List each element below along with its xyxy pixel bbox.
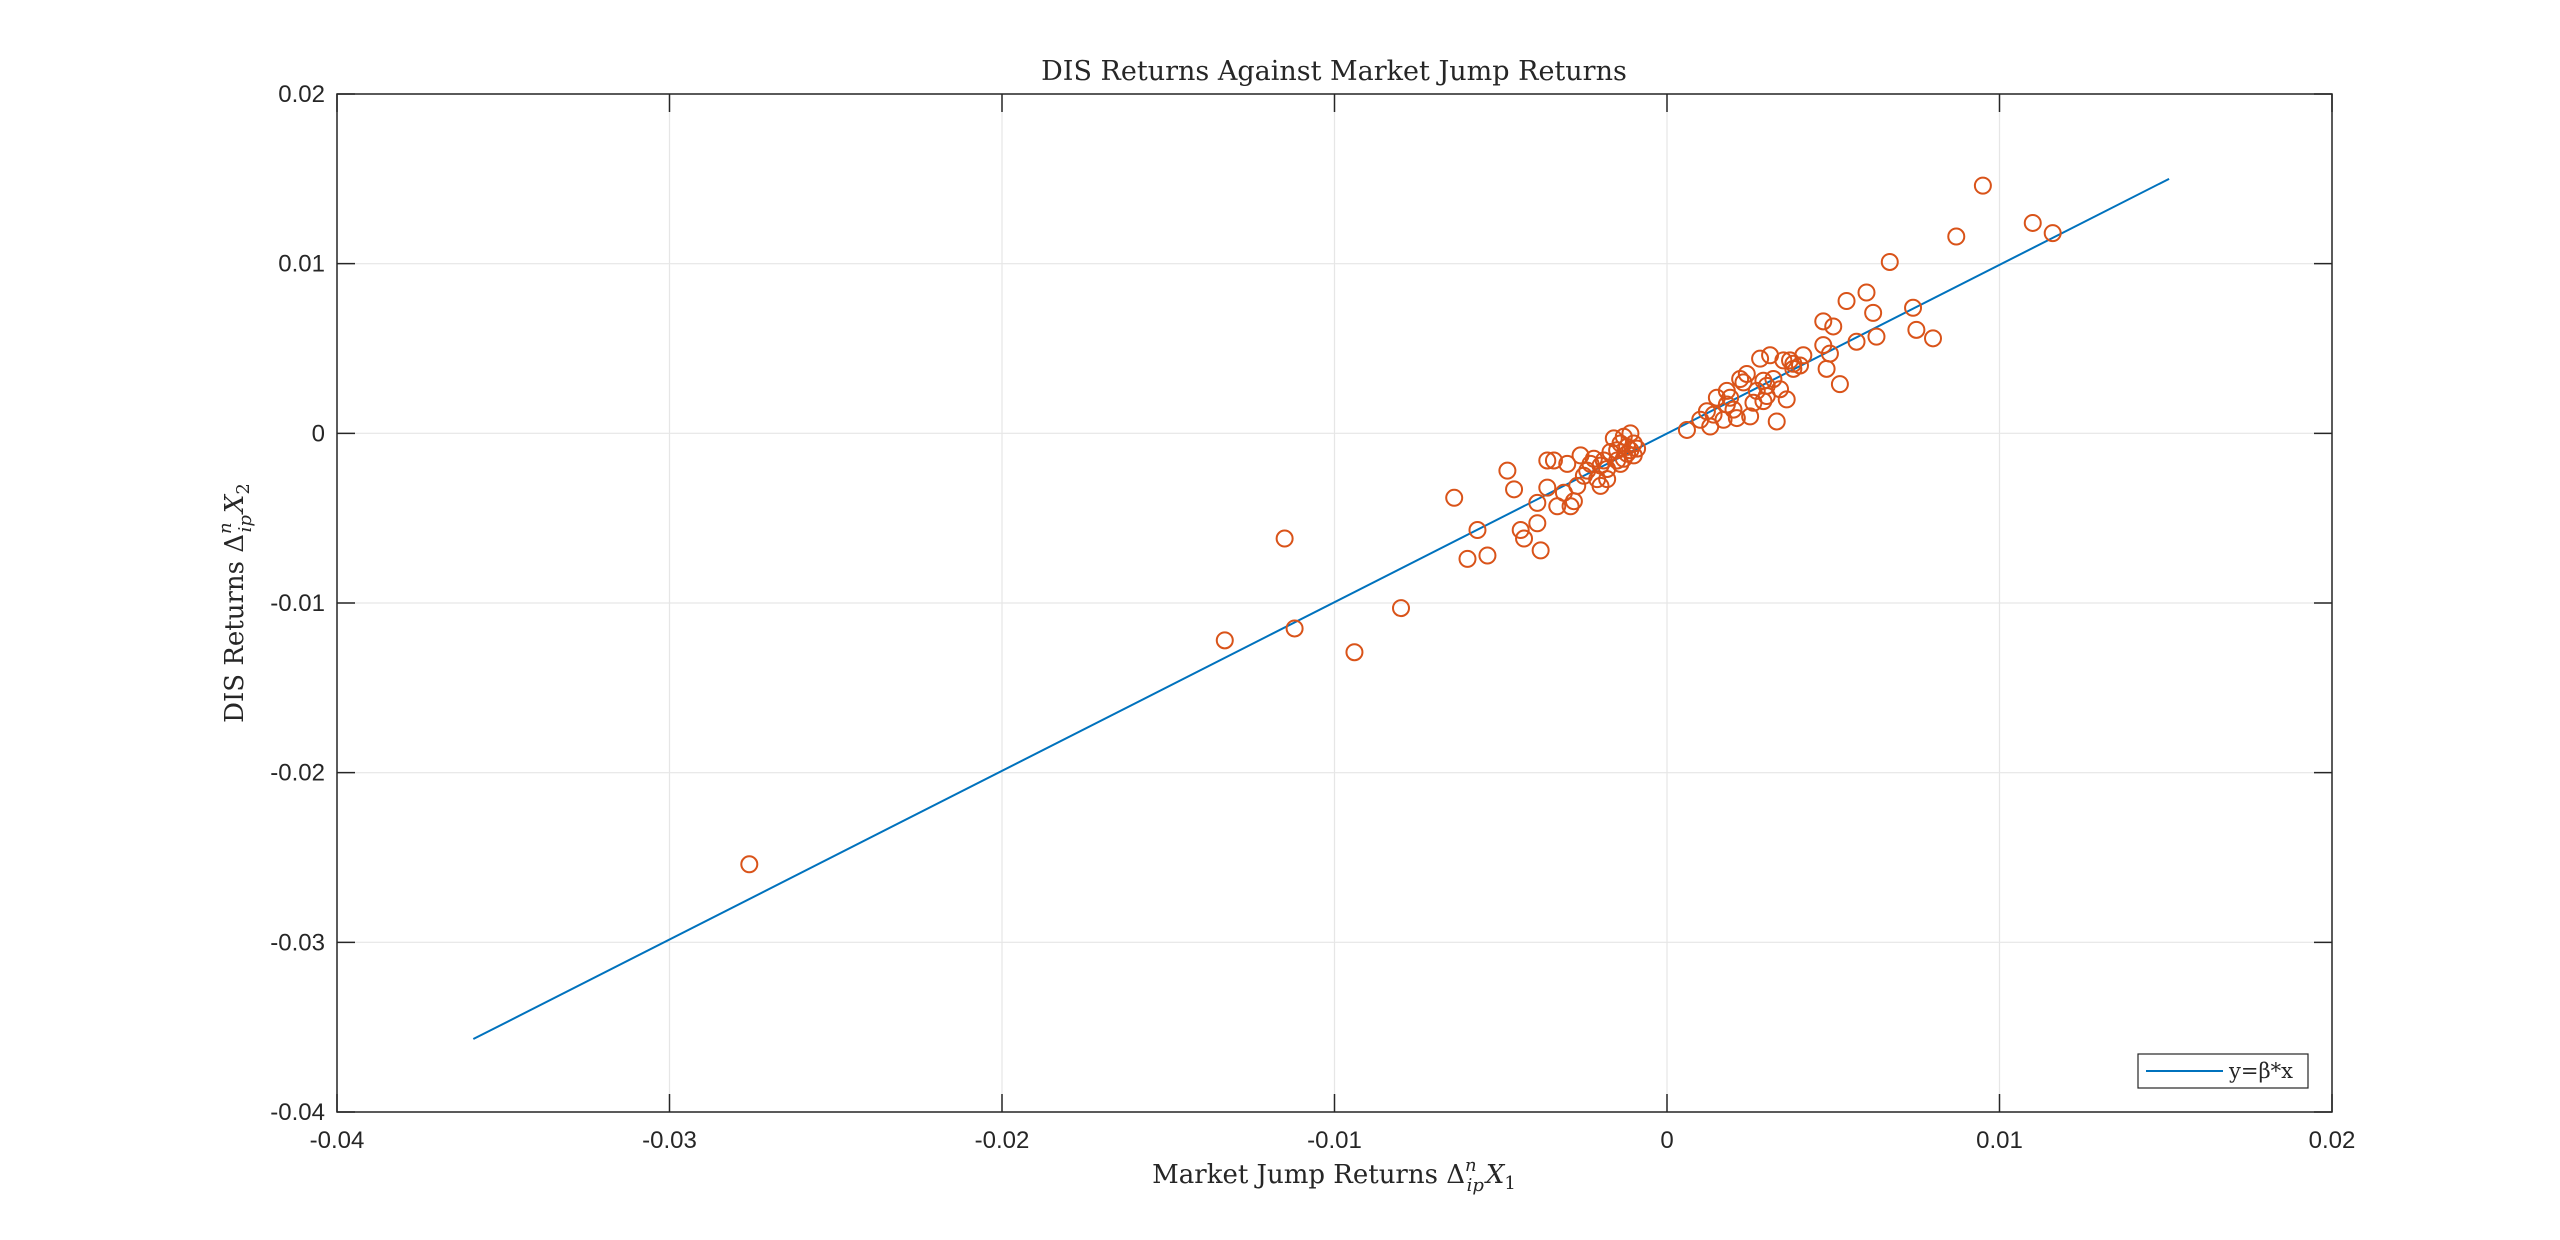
scatter-point <box>1973 176 1992 195</box>
scatter-point <box>1857 283 1876 302</box>
scatter-point <box>1820 344 1839 363</box>
scatter-point <box>1598 470 1617 489</box>
scatter-point <box>1528 514 1547 533</box>
scatter-point <box>1468 521 1487 540</box>
scatter-point <box>1215 631 1234 650</box>
scatter-point <box>1531 541 1550 560</box>
x-tick-label: 0.01 <box>1976 1127 2023 1154</box>
scatter-point <box>1867 327 1886 346</box>
scatter-point <box>1794 346 1813 365</box>
scatter-point <box>1618 444 1637 463</box>
scatter-point <box>1677 420 1696 439</box>
y-tick-label: -0.02 <box>270 760 325 787</box>
scatter-point <box>1528 493 1547 512</box>
scatter-point <box>1538 478 1557 497</box>
scatter-point <box>740 855 759 874</box>
scatter-point <box>1924 329 1942 348</box>
y-tick-label: 0.01 <box>278 251 325 278</box>
scatter-point <box>1907 320 1926 339</box>
scatter-point <box>1721 388 1740 407</box>
scatter-point <box>1628 439 1647 458</box>
x-tick-label: -0.02 <box>975 1127 1030 1154</box>
scatter-point <box>1824 317 1843 336</box>
scatter-point <box>1777 390 1796 409</box>
scatter-point <box>2023 213 2042 232</box>
scatter-point <box>1947 227 1966 246</box>
scatter-point <box>1285 619 1304 638</box>
scatter-point <box>1581 454 1600 473</box>
scatter-point <box>1741 407 1760 426</box>
scatter-point <box>1478 546 1497 565</box>
y-tick-label: -0.04 <box>270 1099 325 1126</box>
scatter-point <box>1445 488 1464 507</box>
scatter-point <box>1847 332 1866 351</box>
y-tick-labels: -0.04 -0.03 -0.02 -0.01 0 0.01 0.02 <box>270 81 325 1126</box>
scatter-point <box>1734 373 1753 392</box>
scatter-point <box>1584 449 1603 468</box>
scatter-point <box>1791 356 1809 375</box>
scatter-point <box>1515 529 1534 548</box>
scatter-point <box>1538 451 1557 470</box>
y-tick-label: 0.02 <box>278 81 325 108</box>
scatter-point <box>1624 434 1643 453</box>
scatter-point <box>1558 454 1577 473</box>
scatter-point <box>1864 303 1883 322</box>
legend-entry-fit: y=β*x <box>2228 1059 2293 1083</box>
y-tick-label: 0 <box>312 420 325 447</box>
scatter-point <box>1498 461 1517 480</box>
scatter-point <box>1511 521 1530 540</box>
scatter-point <box>1724 400 1743 419</box>
axis-ticks <box>336 93 2333 1113</box>
scatter-point <box>1880 252 1899 271</box>
scatter-point <box>1727 409 1746 428</box>
scatter-point <box>1757 376 1776 395</box>
x-tick-label: -0.01 <box>1307 1127 1362 1154</box>
scatter-point <box>1275 529 1294 548</box>
scatter-point <box>1561 497 1580 516</box>
scatter-point <box>2043 224 2062 243</box>
scatter-point <box>1747 381 1766 400</box>
scatter-point <box>1704 405 1723 424</box>
scatter-point <box>1591 476 1610 495</box>
x-axis-label: Market Jump Returns Δn ipX1 <box>1152 1155 1516 1196</box>
scatter-point <box>1458 549 1477 568</box>
x-tick-label: -0.03 <box>642 1127 697 1154</box>
y-tick-label: -0.01 <box>270 590 325 617</box>
scatter-points <box>740 176 2062 874</box>
x-tick-labels: -0.04 -0.03 -0.02 -0.01 0 0.01 0.02 <box>310 1127 2356 1154</box>
scatter-point <box>1737 364 1756 383</box>
scatter-point <box>1837 291 1856 310</box>
x-axis-label-text: Market Jump Returns Δ <box>1152 1160 1465 1190</box>
scatter-point <box>1392 599 1410 618</box>
y-axis-label-text: DIS Returns Δ <box>220 534 250 723</box>
scatter-point <box>1904 298 1923 317</box>
scatter-point <box>1568 476 1587 495</box>
x-tick-label: 0.02 <box>2309 1127 2356 1154</box>
scatter-point <box>1764 370 1783 389</box>
scatter-point <box>1505 480 1524 499</box>
scatter-point <box>1544 451 1563 470</box>
x-tick-label: -0.04 <box>310 1127 365 1154</box>
y-axis-label: DIS Returns ΔnipX2 <box>215 483 256 723</box>
scatter-point <box>1767 412 1786 431</box>
scatter-point <box>1751 349 1770 368</box>
fit-line-layer <box>472 177 2170 1040</box>
fit-line <box>472 177 2170 1040</box>
chart-title: DIS Returns Against Market Jump Returns <box>1041 56 1627 87</box>
scatter-point <box>1814 312 1833 331</box>
scatter-point <box>1345 643 1364 662</box>
scatter-point <box>1830 375 1849 394</box>
scatter-point <box>1771 380 1790 399</box>
legend: y=β*x <box>2137 1053 2309 1089</box>
scatter-point <box>1611 454 1630 473</box>
y-tick-label: -0.03 <box>270 929 325 956</box>
x-tick-label: 0 <box>1660 1127 1673 1154</box>
